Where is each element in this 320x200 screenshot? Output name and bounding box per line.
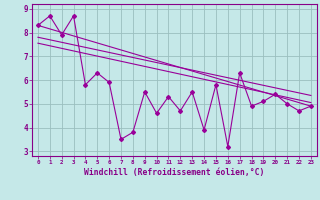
- X-axis label: Windchill (Refroidissement éolien,°C): Windchill (Refroidissement éolien,°C): [84, 168, 265, 177]
